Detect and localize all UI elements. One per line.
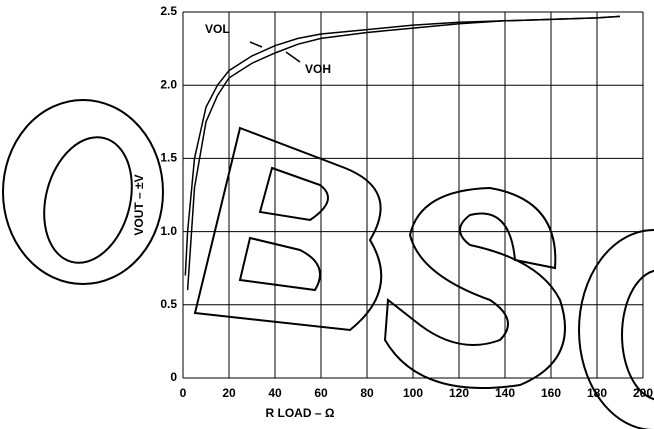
x-axis-label: R LOAD – Ω — [266, 406, 335, 420]
y-tick-label: 1.0 — [160, 224, 177, 238]
x-tick-label: 60 — [314, 386, 328, 400]
pointer — [286, 52, 300, 62]
series-label: VOL — [205, 22, 230, 36]
x-tick-label: 140 — [495, 386, 515, 400]
y-tick-label: 2.5 — [160, 4, 177, 18]
x-tick-label: 40 — [268, 386, 282, 400]
x-tick-label: 120 — [449, 386, 469, 400]
x-tick-label: 180 — [587, 386, 607, 400]
x-tick-label: 80 — [360, 386, 374, 400]
series-label: VOH — [305, 62, 331, 76]
y-tick-label: 2.0 — [160, 77, 177, 91]
chart: R LOAD – Ω VOUT – ±V 0 0.5 1.0 1.5 2.0 2.5 0 20… — [0, 0, 654, 429]
y-tick-label: 0 — [170, 370, 177, 384]
y-tick-label: 1.5 — [160, 151, 177, 165]
x-tick-label: 160 — [541, 386, 561, 400]
line — [185, 16, 620, 275]
pointer — [250, 42, 262, 47]
x-tick-label: 100 — [403, 386, 423, 400]
x-tick-label: 20 — [222, 386, 236, 400]
x-tick-label: 200 — [633, 386, 653, 400]
x-tick-label: 0 — [180, 386, 187, 400]
y-tick-label: 0.5 — [160, 297, 177, 311]
watermark — [3, 100, 654, 429]
y-axis-label: VOUT – ±V — [132, 174, 146, 235]
